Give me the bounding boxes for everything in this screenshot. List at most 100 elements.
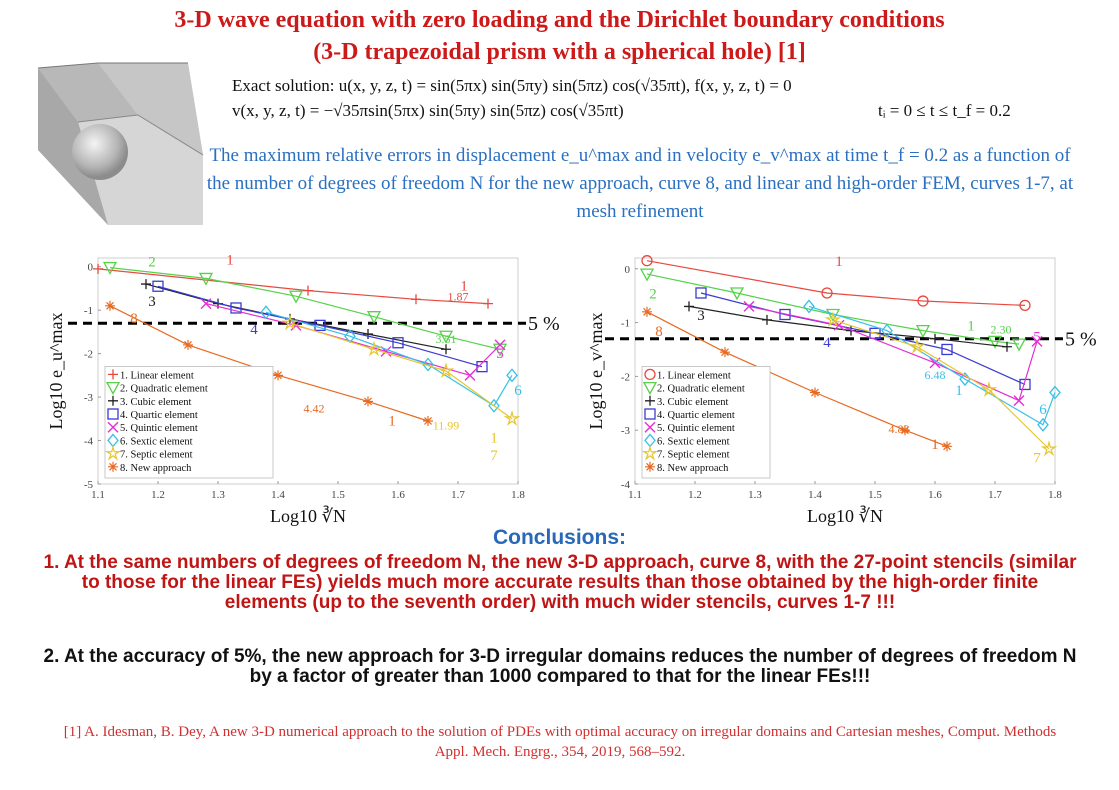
annotation-label: 11.99 (433, 419, 460, 433)
annotation-label: 4 (823, 335, 831, 351)
data-point (743, 300, 755, 312)
data-point (105, 300, 115, 311)
annotation-label: 5 (496, 346, 504, 362)
annotation-label: 6 (1039, 402, 1047, 418)
data-point (942, 441, 952, 452)
x-axis-label: Log10 ∛N (270, 506, 346, 526)
annotation-label: 1 (931, 437, 939, 453)
x-tick-label: 1.3 (748, 489, 762, 501)
slide-title-line2: (3-D trapezoidal prism with a spherical … (313, 39, 806, 65)
y-tick-label: -2 (621, 371, 630, 383)
series-6 (803, 299, 1061, 432)
data-point (824, 311, 842, 327)
x-tick-label: 1.8 (511, 489, 525, 501)
legend-label: 6. Sextic element (657, 436, 730, 447)
legend-label: 4. Quartic element (120, 410, 198, 421)
data-point (152, 280, 164, 292)
annotation-label: 7 (1033, 450, 1041, 466)
legend-label: 7. Septic element (657, 450, 730, 461)
annotation-label: 1 (490, 431, 498, 447)
legend-box (104, 366, 274, 479)
data-point (198, 272, 214, 286)
data-point (1040, 440, 1058, 457)
y-tick-label: -4 (621, 479, 631, 491)
legend-label: 6. Sextic element (120, 436, 193, 447)
legend: 1. Linear element 2. Quadratic element 3. … (104, 366, 274, 479)
data-point (365, 340, 383, 357)
annotation-label: 7 (490, 448, 498, 464)
y-tick-label: -5 (84, 479, 94, 491)
data-point (684, 301, 694, 312)
annotation-label: 6.48 (925, 368, 946, 382)
y-tick-label: -4 (84, 436, 94, 448)
x-tick-label: 1.4 (271, 489, 285, 501)
data-point (915, 324, 931, 339)
time-interval: tᵢ = 0 ≤ t ≤ t_f = 0.2 (878, 101, 1011, 120)
data-point (1037, 417, 1049, 432)
y-tick-label: -3 (84, 392, 94, 404)
series-line (646, 273, 1020, 345)
legend-marker (108, 461, 118, 472)
legend-marker (644, 408, 656, 420)
data-point (303, 285, 313, 296)
data-point (363, 329, 373, 340)
annotation-label: 3.51 (436, 332, 457, 346)
data-point (506, 368, 518, 383)
conclusion-point-1: 1. At the same numbers of degrees of fre… (43, 552, 1077, 613)
data-point (642, 306, 652, 317)
data-point (908, 338, 926, 354)
legend-label: 5. Quintic element (120, 423, 198, 434)
legend-marker (105, 381, 121, 395)
legend-label: 1. Linear element (657, 370, 731, 381)
exact-solution-line1: Exact solution: u(x, y, z, t) = sin(5πx)… (232, 76, 792, 95)
x-tick-label: 1.5 (868, 489, 882, 501)
data-point (200, 298, 212, 310)
legend-label: 8. New approach (657, 463, 729, 474)
series-7 (281, 314, 521, 426)
legend: 1. Linear element 2. Quadratic element 3. … (641, 366, 771, 479)
x-tick-label: 1.1 (628, 489, 642, 501)
data-point (1049, 385, 1061, 400)
series-2 (102, 261, 508, 357)
data-point (900, 425, 910, 436)
y-tick-label: -1 (621, 318, 630, 330)
x-tick-label: 1.2 (688, 489, 702, 501)
y-tick-label: 0 (88, 262, 94, 274)
data-point (288, 290, 304, 304)
annotation-label: 1 (967, 319, 975, 335)
legend-label: 5. Quintic element (657, 423, 735, 434)
x-tick-label: 1.7 (988, 489, 1002, 501)
data-point (411, 294, 421, 305)
series-1 (641, 255, 1031, 312)
chart-displacement-error: 1.1 1.2 1.3 1.4 1.5 1.6 1.7 1.8 0 -1 -2 -3 -4 -5 5 % 1 2… (48, 253, 560, 526)
data-point (803, 299, 815, 314)
data-point (821, 287, 833, 299)
legend-marker (645, 395, 655, 406)
chart-velocity-error: 1.1 1.2 1.3 1.4 1.5 1.6 1.7 1.8 0 -1 -2 -3 -4 5 % 1 2 3 4… (590, 254, 1097, 526)
data-point (1011, 338, 1027, 352)
threshold-label: 5 % (528, 313, 560, 335)
annotation-label: 5 (1033, 329, 1041, 345)
data-point (1031, 335, 1043, 347)
y-tick-label: -2 (84, 349, 93, 361)
annotation-label: 1 (835, 254, 843, 270)
data-point (494, 339, 506, 351)
annotation-label: 2.30 (991, 322, 1012, 336)
series-line (289, 322, 513, 420)
annotation-label: 3 (148, 294, 156, 310)
annotation-label: 3 (697, 308, 705, 324)
annotation-label: 4 (250, 322, 258, 338)
annotation-label: 2 (649, 286, 657, 302)
annotation-label: 1 (226, 253, 234, 269)
data-point (93, 263, 103, 274)
data-point (1019, 299, 1031, 312)
data-point (810, 387, 820, 398)
series-line (109, 267, 501, 350)
series-line (832, 319, 1050, 450)
data-point (441, 344, 451, 355)
data-point (281, 314, 299, 331)
x-tick-label: 1.2 (151, 489, 165, 501)
data-point (476, 361, 488, 373)
series-7 (824, 311, 1058, 457)
